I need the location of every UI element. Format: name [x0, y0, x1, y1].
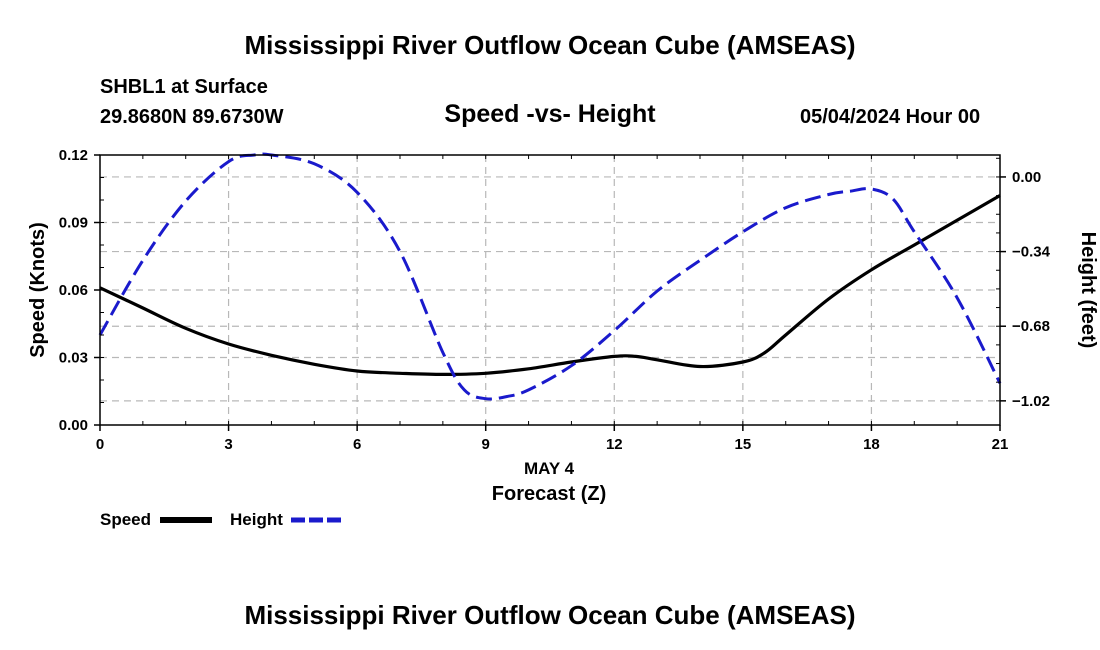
x-tick-label: 12 — [606, 436, 623, 453]
y-tick-label: 0.12 — [59, 147, 88, 164]
legend-height: Height — [230, 510, 283, 530]
y-tick-label: 0.06 — [59, 282, 88, 299]
x-axis-date-label: MAY 4 — [524, 459, 575, 478]
x-tick-label: 18 — [863, 436, 880, 453]
legend-height-label: Height — [230, 510, 283, 529]
x-tick-label: 3 — [224, 436, 232, 453]
y2-tick-label: −1.02 — [1012, 393, 1050, 410]
x-tick-label: 21 — [992, 436, 1009, 453]
chart-title: Mississippi River Outflow Ocean Cube (AM… — [244, 30, 856, 60]
legend-speed-label: Speed — [100, 510, 152, 529]
series-layer — [98, 152, 1002, 401]
legend-speed: Speed — [100, 510, 151, 530]
grid — [100, 155, 1000, 425]
y2-tick-label: −0.68 — [1012, 318, 1050, 335]
series-line-height — [98, 152, 1002, 401]
coordinates-label: 29.8680N 89.6730W — [100, 106, 284, 128]
y2-axis-label: Height (feet) — [1077, 232, 1099, 349]
y2-tick-label: −0.34 — [1012, 244, 1051, 261]
x-tick-label: 0 — [96, 436, 104, 453]
chart-subtitle: Speed -vs- Height — [444, 100, 656, 128]
date-label: 05/04/2024 Hour 00 — [800, 106, 981, 128]
x-tick-label: 9 — [482, 436, 490, 453]
x-tick-label: 6 — [353, 436, 361, 453]
y2-tick-label: 0.00 — [1012, 169, 1041, 186]
y-axis-label: Speed (Knots) — [27, 222, 49, 358]
series-line-speed — [99, 194, 1001, 376]
axes: 0 3 6 9 12 15 18 21 0.00 0.03 0.06 0.09 0.12 0.00 −0.3… — [59, 147, 1051, 453]
y-tick-label: 0.03 — [59, 350, 88, 367]
y-tick-label: 0.00 — [59, 417, 88, 434]
x-tick-label: 15 — [735, 436, 752, 453]
station-label: SHBL1 at Surface — [100, 76, 268, 98]
y-tick-label: 0.09 — [59, 215, 88, 232]
x-axis-label: Forecast (Z) — [492, 483, 606, 505]
footer-title: Mississippi River Outflow Ocean Cube (AM… — [244, 600, 856, 630]
